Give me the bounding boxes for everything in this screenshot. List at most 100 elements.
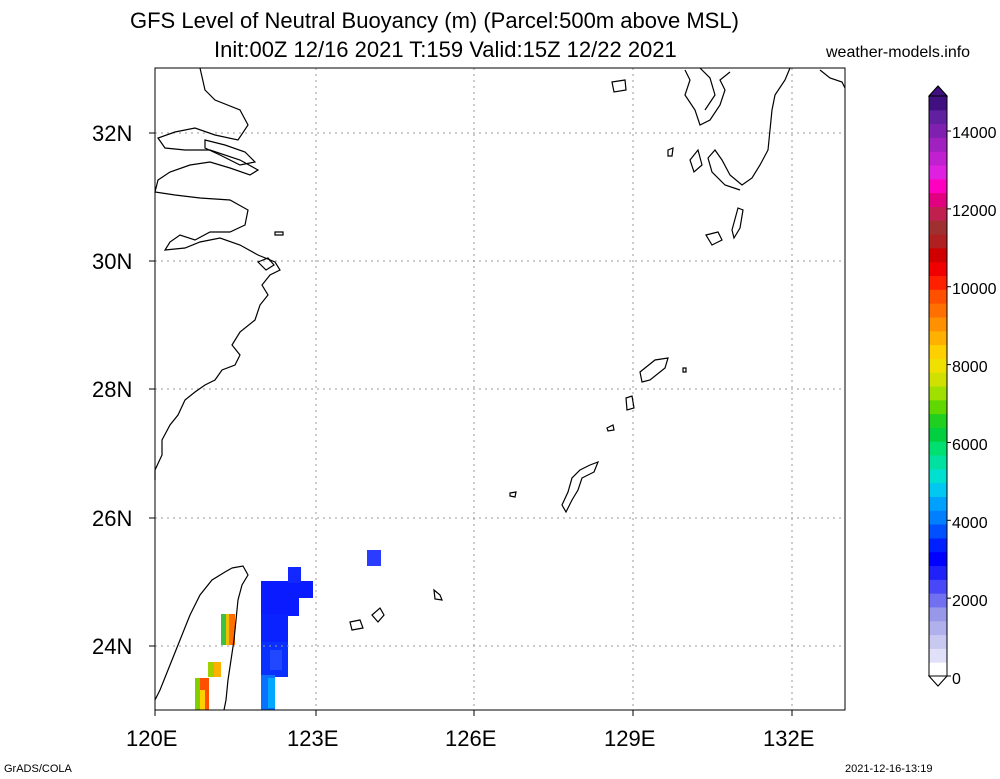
- colorbar-min-arrow: [927, 675, 949, 687]
- colorbar-label: 0: [952, 671, 961, 688]
- island-coastline: [433, 588, 443, 601]
- colorbar-label: 10000: [952, 281, 997, 298]
- colorbar-segment: [929, 606, 947, 622]
- kyushu-coastline: [707, 67, 791, 191]
- lon-label: 123E: [287, 726, 338, 751]
- colorbar-segment: [929, 482, 947, 497]
- colorbar-segment: [929, 441, 947, 456]
- colorbar-segment: [929, 399, 947, 415]
- lat-label: 30N: [92, 249, 132, 274]
- colorbar-segment: [929, 455, 947, 470]
- lat-label: 28N: [92, 377, 132, 402]
- colorbar-labels: 0 2000 4000 6000 8000 10000 12000 14000: [952, 125, 997, 688]
- island-coastline: [705, 231, 723, 246]
- colorbar-segment: [929, 151, 947, 166]
- colorbar-segment: [929, 96, 947, 111]
- colorbar-segment: [929, 468, 947, 484]
- colorbar-segment: [929, 427, 947, 442]
- field-cell: [195, 678, 200, 710]
- colorbar-segment: [929, 109, 947, 125]
- colorbar-label: 2000: [952, 593, 988, 610]
- colorbar-segment: [929, 524, 947, 539]
- grid-lines: [155, 68, 845, 710]
- yangtze-estuary: [204, 139, 257, 166]
- lon-label: 120E: [126, 726, 177, 751]
- island-coastline: [819, 69, 846, 89]
- field-cell: [367, 550, 381, 566]
- colorbar-segment: [929, 289, 947, 304]
- axis-ticks: [149, 132, 793, 716]
- island-coastline: [509, 491, 517, 498]
- field-cell: [221, 614, 226, 645]
- field-cell: [200, 690, 205, 710]
- colorbar-segment: [929, 220, 947, 235]
- colorbar-segment: [929, 358, 947, 373]
- colorbar-segment: [929, 192, 947, 207]
- lat-label: 32N: [92, 121, 132, 146]
- island-coastline: [682, 367, 687, 373]
- colorbar-segment: [929, 551, 947, 567]
- colorbar-segment: [929, 537, 947, 553]
- island-coastline: [349, 619, 364, 631]
- lat-label: 24N: [92, 634, 132, 659]
- field-cell: [261, 614, 288, 644]
- colorbar-segment: [929, 234, 947, 249]
- colorbar-segment: [929, 123, 947, 138]
- island-coastline: [689, 148, 703, 174]
- colorbar-segment: [929, 261, 947, 277]
- colorbar-label: 6000: [952, 437, 988, 454]
- field-cell: [261, 581, 313, 598]
- footer-credit: GrADS/COLA: [4, 763, 72, 775]
- coastlines: [154, 67, 846, 711]
- island-coastline: [611, 79, 627, 93]
- colorbar-segment: [929, 510, 947, 525]
- colorbar-segment: [929, 648, 947, 663]
- lon-label: 132E: [763, 726, 814, 751]
- island-coastline: [256, 257, 275, 271]
- colorbar-label: 12000: [952, 203, 997, 220]
- island-coastline: [274, 231, 284, 236]
- field-cell: [261, 596, 299, 616]
- lon-label: 126E: [445, 726, 496, 751]
- island-coastline: [667, 147, 674, 157]
- field-cell: [268, 678, 275, 708]
- lon-label: 129E: [604, 726, 655, 751]
- colorbar-segment: [929, 620, 947, 636]
- lat-label: 26N: [92, 506, 132, 531]
- colorbar: [927, 85, 951, 687]
- colorbar-segment: [929, 165, 947, 180]
- colorbar-segment: [929, 413, 947, 428]
- chart-title: GFS Level of Neutral Buoyancy (m) (Parce…: [130, 8, 739, 33]
- colorbar-segment: [929, 565, 947, 580]
- colorbar-segment: [929, 330, 947, 346]
- china-coastline: [154, 67, 281, 480]
- colorbar-segment: [929, 275, 947, 290]
- field-cell: [288, 567, 301, 583]
- island-coastline: [639, 357, 669, 383]
- island-coastline: [606, 424, 615, 432]
- site-credit: weather-models.info: [826, 44, 971, 61]
- footer-timestamp: 2021-12-16-13:19: [845, 763, 933, 775]
- colorbar-segment: [929, 634, 947, 649]
- field-cell: [214, 662, 221, 677]
- colorbar-max-arrow: [927, 85, 949, 97]
- field-cell: [270, 650, 282, 670]
- taiwan-coastline: [154, 565, 249, 711]
- colorbar-label: 14000: [952, 125, 997, 142]
- colorbar-label: 4000: [952, 515, 988, 532]
- colorbar-segment: [929, 593, 947, 608]
- kyushu-coastline: [684, 67, 731, 126]
- colorbar-segment: [929, 247, 947, 263]
- chart-subtitle: Init:00Z 12/16 2021 T:159 Valid:15Z 12/2…: [214, 37, 677, 62]
- colorbar-segment: [929, 178, 947, 194]
- colorbar-segment: [929, 344, 947, 359]
- okinawa-coastline: [561, 460, 600, 514]
- colorbar-segment: [929, 662, 947, 677]
- buoyancy-field: [195, 550, 381, 710]
- colorbar-segment: [929, 303, 947, 318]
- island-coastline: [625, 395, 635, 411]
- colorbar-segment: [929, 137, 947, 152]
- colorbar-segment: [929, 386, 947, 401]
- colorbar-segment: [929, 316, 947, 332]
